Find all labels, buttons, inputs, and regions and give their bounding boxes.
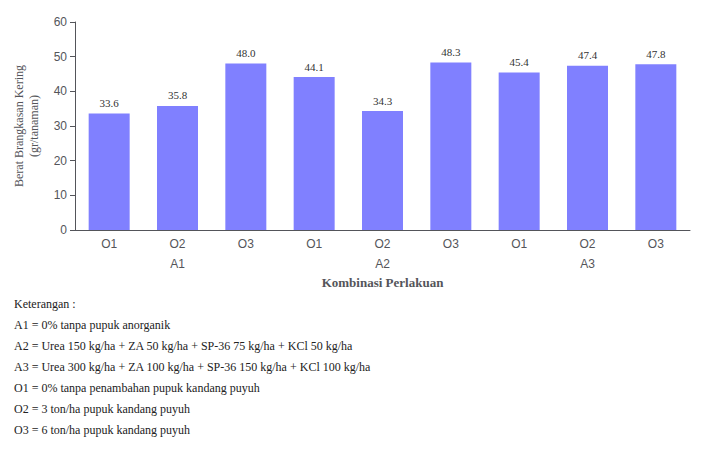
- svg-text:47.4: 47.4: [578, 49, 598, 61]
- svg-text:48.0: 48.0: [236, 47, 256, 59]
- svg-text:A1: A1: [170, 257, 185, 271]
- svg-text:O2: O2: [579, 237, 595, 251]
- svg-text:48.3: 48.3: [441, 46, 461, 58]
- svg-text:A1 = 0% tanpa pupuk anorganik: A1 = 0% tanpa pupuk anorganik: [14, 318, 170, 332]
- svg-text:O3 = 6 ton/ha pupuk kandang pu: O3 = 6 ton/ha pupuk kandang puyuh: [14, 423, 190, 437]
- svg-text:10: 10: [54, 188, 68, 202]
- svg-text:33.6: 33.6: [100, 97, 120, 109]
- svg-text:A3 = Urea 300 kg/ha + ZA 100 k: A3 = Urea 300 kg/ha + ZA 100 kg/ha + SP-…: [14, 360, 371, 374]
- svg-text:O3: O3: [443, 237, 459, 251]
- svg-text:O2: O2: [374, 237, 390, 251]
- svg-text:47.8: 47.8: [646, 48, 666, 60]
- svg-text:A3: A3: [580, 257, 595, 271]
- svg-text:Berat Brangkasan Kering: Berat Brangkasan Kering: [12, 65, 26, 187]
- svg-text:45.4: 45.4: [510, 56, 530, 68]
- svg-text:O1: O1: [101, 237, 117, 251]
- svg-text:Kombinasi Perlakuan: Kombinasi Perlakuan: [322, 275, 444, 290]
- svg-text:O2 = 3 ton/ha pupuk kandang pu: O2 = 3 ton/ha pupuk kandang puyuh: [14, 402, 190, 416]
- svg-text:O3: O3: [238, 237, 254, 251]
- svg-text:50: 50: [54, 50, 68, 64]
- svg-text:O1: O1: [306, 237, 322, 251]
- svg-text:20: 20: [54, 154, 68, 168]
- svg-text:O1 = 0% tanpa penambahan pupuk: O1 = 0% tanpa penambahan pupuk kandang p…: [14, 381, 260, 395]
- svg-text:O3: O3: [648, 237, 664, 251]
- svg-text:0: 0: [60, 223, 67, 237]
- svg-text:A2 = Urea 150 kg/ha + ZA 50 kg: A2 = Urea 150 kg/ha + ZA 50 kg/ha + SP-3…: [14, 339, 353, 353]
- svg-text:34.3: 34.3: [373, 95, 393, 107]
- svg-text:35.8: 35.8: [168, 89, 188, 101]
- svg-text:O1: O1: [511, 237, 527, 251]
- svg-text:O2: O2: [169, 237, 185, 251]
- svg-text:Keterangan :: Keterangan :: [14, 297, 76, 311]
- svg-text:(gr/tanaman): (gr/tanaman): [27, 95, 41, 157]
- svg-text:40: 40: [54, 84, 68, 98]
- svg-text:44.1: 44.1: [305, 61, 324, 73]
- svg-text:60: 60: [54, 15, 68, 29]
- svg-text:30: 30: [54, 119, 68, 133]
- svg-text:A2: A2: [375, 257, 390, 271]
